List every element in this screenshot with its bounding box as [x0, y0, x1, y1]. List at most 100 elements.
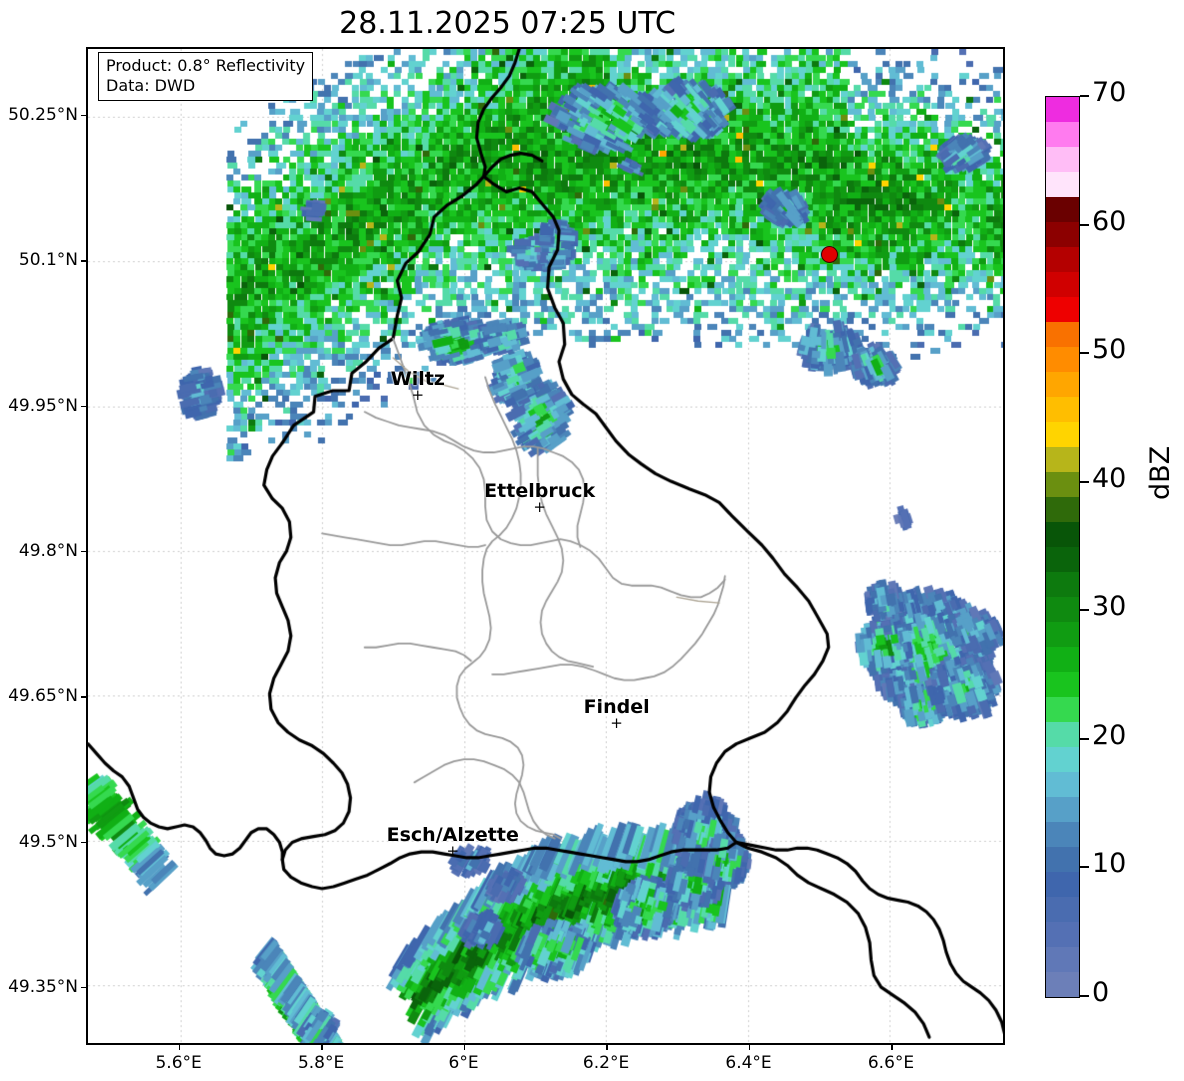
colorbar-band	[1046, 197, 1079, 222]
colorbar-tick-mark	[1080, 995, 1089, 997]
colorbar-band	[1046, 422, 1079, 447]
y-tick-label: 49.65°N	[8, 686, 78, 707]
x-tick-label: 5.8°E	[297, 1053, 345, 1073]
colorbar	[1045, 96, 1080, 998]
city-marker-icon: +	[411, 386, 425, 404]
city-marker-icon: +	[610, 714, 623, 733]
colorbar-band	[1046, 322, 1079, 347]
colorbar-band	[1046, 497, 1079, 522]
x-tick-label: 6.2°E	[582, 1053, 630, 1073]
city-label-wiltz: Wiltz +	[391, 368, 445, 403]
colorbar-tick-label: 0	[1092, 977, 1110, 1008]
y-tick-mark	[81, 260, 86, 262]
colorbar-band	[1046, 447, 1079, 472]
colorbar-band	[1046, 672, 1079, 697]
colorbar-band	[1046, 247, 1079, 272]
colorbar-band	[1046, 797, 1079, 822]
radar-site-marker-icon	[820, 245, 838, 263]
city-label-findel: Findel +	[584, 696, 650, 731]
colorbar-band	[1046, 272, 1079, 297]
x-tick-mark	[606, 1045, 608, 1050]
colorbar-band	[1046, 297, 1079, 322]
x-tick-label: 6.6°E	[867, 1053, 915, 1073]
colorbar-unit-label: dBZ	[1145, 445, 1176, 500]
info-product-line: Product: 0.8° Reflectivity	[106, 56, 306, 75]
colorbar-tick-mark	[1080, 866, 1089, 869]
colorbar-band	[1046, 897, 1079, 922]
product-info-box: Product: 0.8° Reflectivity Data: DWD	[98, 52, 314, 101]
colorbar-band	[1046, 822, 1079, 847]
city-marker-icon: +	[446, 842, 460, 861]
colorbar-band	[1046, 347, 1079, 372]
colorbar-tick-mark	[1080, 223, 1089, 226]
radar-reflectivity-canvas	[88, 49, 1003, 1043]
y-tick-label: 49.95°N	[8, 395, 78, 416]
y-tick-mark	[81, 405, 86, 407]
y-tick-label: 49.8°N	[18, 540, 78, 561]
y-tick-mark	[81, 986, 86, 989]
y-tick-mark	[81, 114, 86, 117]
x-tick-label: 6°E	[448, 1053, 479, 1073]
city-label-ettelbruck: Ettelbruck +	[484, 480, 595, 515]
colorbar-band	[1046, 472, 1079, 497]
colorbar-band	[1046, 147, 1079, 172]
colorbar-tick-mark	[1080, 480, 1089, 483]
colorbar-tick-mark	[1080, 609, 1089, 612]
y-tick-label: 50.25°N	[8, 104, 78, 125]
colorbar-band	[1046, 597, 1079, 622]
y-tick-mark	[81, 841, 86, 844]
colorbar-tick-label: 30	[1092, 591, 1127, 623]
colorbar-tick-label: 50	[1092, 334, 1127, 366]
colorbar-band	[1046, 697, 1079, 722]
x-tick-mark	[321, 1045, 323, 1050]
colorbar-band	[1046, 522, 1079, 547]
colorbar-band	[1046, 222, 1079, 247]
colorbar-band	[1046, 872, 1079, 897]
colorbar-tick-label: 20	[1092, 719, 1127, 751]
colorbar-band	[1046, 372, 1079, 397]
colorbar-band	[1046, 547, 1079, 572]
city-name: Wiltz	[390, 368, 445, 390]
colorbar-tick-mark	[1080, 352, 1089, 355]
colorbar-tick-mark	[1080, 737, 1089, 740]
colorbar-band	[1046, 172, 1079, 197]
colorbar-band	[1046, 847, 1079, 872]
y-tick-label: 50.1°N	[18, 250, 78, 271]
colorbar-band	[1046, 722, 1079, 747]
city-label-esch-alzette: Esch/Alzette +	[387, 824, 519, 859]
info-data-line: Data: DWD	[106, 76, 196, 95]
y-tick-label: 49.5°N	[18, 831, 78, 852]
colorbar-tick-label: 40	[1092, 462, 1127, 494]
colorbar-band	[1046, 97, 1079, 122]
colorbar-tick-mark	[1080, 95, 1089, 97]
city-name: Ettelbruck	[484, 480, 596, 503]
x-tick-mark	[748, 1045, 751, 1050]
page-title: 28.11.2025 07:25 UTC	[339, 6, 676, 41]
colorbar-band	[1046, 122, 1079, 147]
x-tick-mark	[178, 1045, 181, 1050]
map-plot-area[interactable]: Product: 0.8° Reflectivity Data: DWD Wil…	[86, 47, 1005, 1045]
y-tick-mark	[81, 696, 86, 698]
colorbar-tick-label: 60	[1092, 205, 1127, 237]
city-marker-icon: +	[533, 498, 546, 517]
city-name: Esch/Alzette	[386, 824, 519, 847]
city-name: Findel	[583, 696, 650, 719]
x-tick-mark	[891, 1045, 893, 1050]
x-tick-label: 5.6°E	[155, 1053, 202, 1073]
colorbar-band	[1046, 922, 1079, 947]
colorbar-band	[1046, 397, 1079, 422]
colorbar-tick-label: 70	[1092, 77, 1127, 108]
colorbar-band	[1046, 972, 1079, 997]
colorbar-band	[1046, 647, 1079, 672]
x-tick-label: 6.4°E	[725, 1053, 772, 1073]
colorbar-band	[1046, 622, 1079, 647]
colorbar-band	[1046, 747, 1079, 772]
colorbar-band	[1046, 947, 1079, 972]
x-tick-mark	[463, 1045, 466, 1050]
colorbar-band	[1046, 572, 1079, 597]
colorbar-tick-label: 10	[1092, 848, 1127, 880]
colorbar-band	[1046, 772, 1079, 797]
y-tick-mark	[81, 550, 86, 553]
y-tick-label: 49.35°N	[8, 976, 78, 997]
